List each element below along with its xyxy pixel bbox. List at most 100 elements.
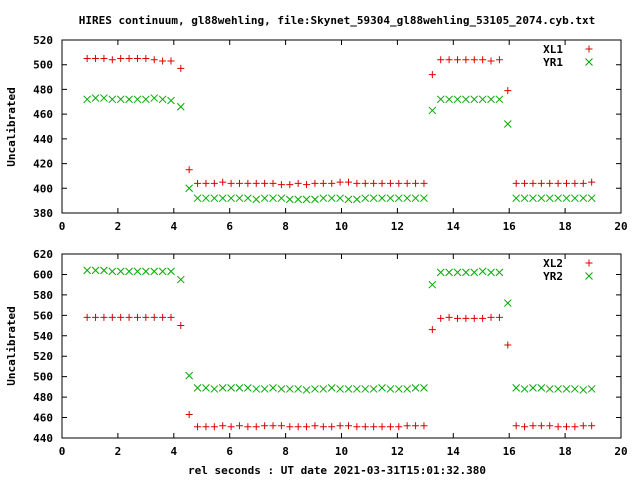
x-axis-label: rel seconds : UT date 2021-03-31T15:01:3… — [188, 464, 486, 477]
y-tick-label: 400 — [33, 182, 53, 195]
point-yr2 — [260, 385, 269, 393]
point-xl1 — [437, 56, 445, 64]
x-tick-labels-bottom: 0 2 4 6 8 10 12 14 16 18 20 — [59, 254, 628, 458]
legend-marker-yr1 — [585, 58, 593, 66]
point-xl2 — [428, 326, 436, 334]
point-yr1 — [537, 194, 546, 203]
point-yr1 — [210, 194, 219, 203]
point-yr1 — [141, 95, 150, 104]
point-yr2 — [269, 384, 277, 392]
y-tick-label: 480 — [33, 83, 53, 96]
point-xl2 — [403, 422, 411, 430]
point-xl1 — [521, 179, 529, 187]
point-yr1 — [420, 194, 428, 203]
point-yr1 — [378, 194, 386, 203]
point-yr1 — [319, 194, 328, 203]
point-xl2 — [571, 423, 579, 431]
point-yr1 — [83, 95, 92, 104]
point-yr2 — [495, 268, 504, 277]
point-xl1 — [286, 181, 294, 189]
point-yr2 — [285, 385, 294, 393]
point-xl1 — [412, 179, 420, 187]
plot-frame — [61, 253, 622, 439]
point-yr1 — [394, 194, 403, 203]
point-yr1 — [520, 194, 529, 203]
point-xl1 — [428, 71, 436, 79]
point-yr1 — [327, 194, 336, 203]
point-yr1 — [294, 195, 303, 204]
x-tick-label: 6 — [226, 445, 233, 458]
legend-label-yr1: YR1 — [543, 56, 563, 69]
point-yr1 — [562, 194, 571, 203]
x-tick-label: 10 — [335, 445, 348, 458]
point-xl1 — [504, 87, 512, 95]
point-yr2 — [361, 385, 370, 393]
y-tick-label: 460 — [33, 412, 53, 425]
point-yr1 — [386, 194, 395, 203]
point-xl2 — [412, 422, 420, 430]
point-yr1 — [158, 95, 167, 104]
point-xl1 — [353, 179, 361, 187]
point-xl1 — [277, 181, 285, 189]
point-xl1 — [470, 56, 478, 64]
point-xl2 — [142, 313, 150, 321]
point-xl1 — [529, 179, 537, 187]
point-xl2 — [487, 313, 495, 321]
point-yr2 — [378, 384, 386, 392]
point-yr1 — [587, 194, 596, 203]
point-yr2 — [202, 384, 210, 392]
point-xl1 — [403, 179, 411, 187]
point-xl1 — [142, 55, 150, 63]
point-yr1 — [91, 94, 100, 102]
point-yr2 — [529, 384, 537, 392]
point-yr1 — [302, 195, 311, 204]
point-yr2 — [411, 384, 420, 392]
point-xl2 — [328, 423, 336, 431]
y-tick-label: 500 — [33, 59, 53, 72]
point-xl1 — [219, 178, 227, 186]
point-xl2 — [244, 423, 252, 431]
y-tick-label: 380 — [33, 207, 53, 220]
point-yr1 — [445, 95, 453, 104]
plot-title: HIRES continuum, gl88wehling, file:Skyne… — [79, 14, 596, 27]
point-xl1 — [537, 179, 545, 187]
y-axis-label-bottom: Uncalibrated — [5, 306, 18, 385]
point-xl2 — [202, 423, 210, 431]
point-xl1 — [125, 55, 133, 63]
point-yr2 — [336, 385, 344, 393]
point-xl2 — [579, 422, 587, 430]
point-xl1 — [420, 179, 428, 187]
point-yr2 — [150, 267, 159, 276]
point-xl2 — [92, 313, 100, 321]
point-yr2 — [462, 268, 470, 277]
y-tick-label: 520 — [33, 350, 53, 363]
point-xl2 — [370, 423, 378, 431]
point-yr1 — [133, 95, 142, 104]
point-yr1 — [108, 95, 117, 104]
legend-bottom: XL2 YR2 — [543, 257, 593, 283]
point-yr1 — [554, 194, 562, 203]
x-tick-label: 0 — [59, 445, 66, 458]
point-yr1 — [285, 195, 294, 204]
point-xl1 — [370, 179, 378, 187]
point-yr1 — [260, 194, 269, 203]
point-xl2 — [277, 422, 285, 430]
point-yr1 — [277, 194, 286, 203]
point-xl1 — [361, 179, 369, 187]
point-yr2 — [445, 268, 453, 277]
point-xl2 — [83, 313, 91, 321]
point-yr1 — [227, 194, 235, 203]
point-yr1 — [336, 194, 344, 203]
point-xl1 — [328, 179, 336, 187]
point-xl2 — [210, 423, 218, 431]
point-yr2 — [319, 385, 328, 393]
point-yr2 — [91, 266, 100, 275]
point-xl2 — [235, 422, 243, 430]
point-xl2 — [529, 422, 537, 430]
legend-marker-yr2 — [585, 272, 593, 280]
point-xl2 — [294, 423, 302, 431]
y-tick-label: 520 — [33, 34, 53, 47]
point-xl1 — [588, 178, 596, 186]
point-xl1 — [159, 57, 167, 65]
x-tick-label: 2 — [115, 445, 122, 458]
